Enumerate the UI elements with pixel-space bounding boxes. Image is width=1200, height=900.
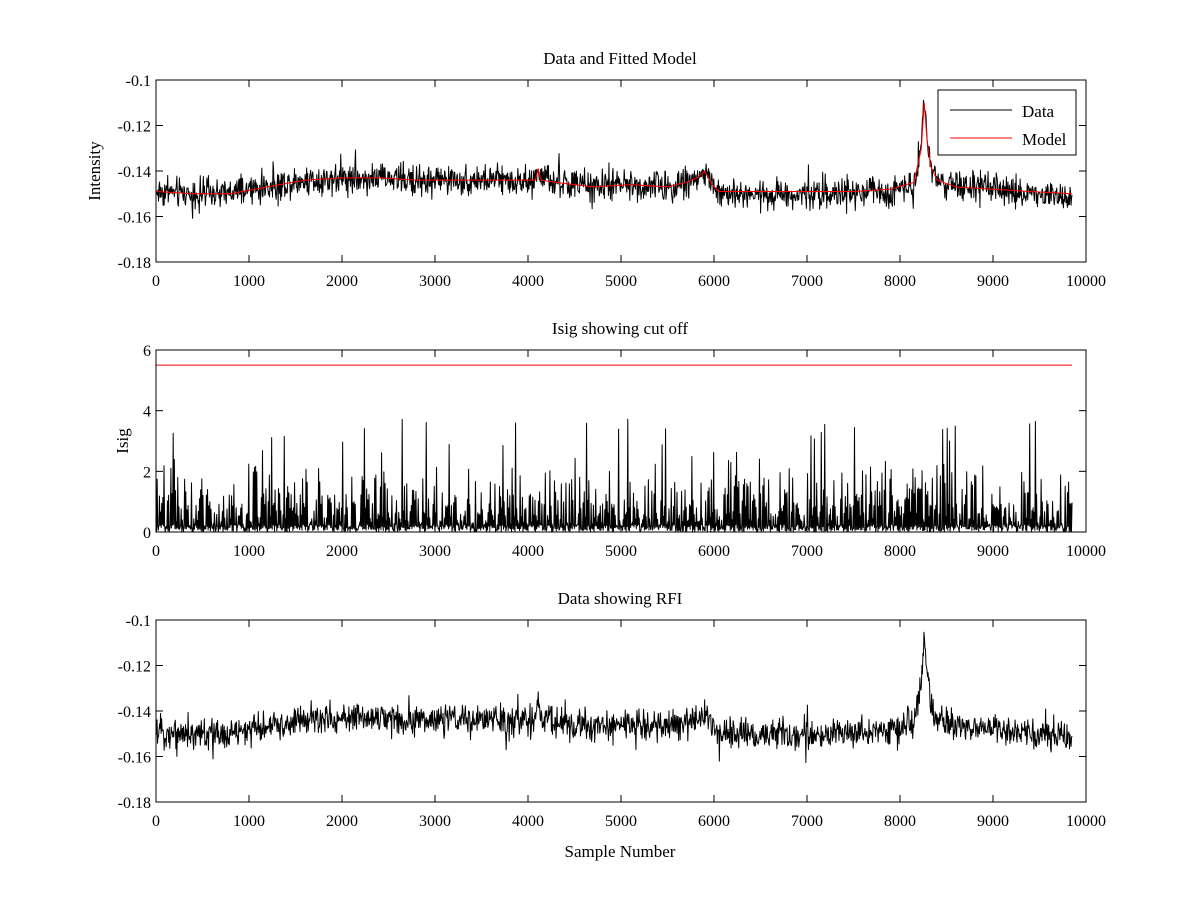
- y-tick-label: 0: [143, 525, 151, 542]
- x-tick-label: 4000: [512, 543, 544, 560]
- x-tick-label: 5000: [605, 543, 637, 560]
- y-tick-label: -0.18: [118, 795, 151, 812]
- x-axis-label: Sample Number: [565, 842, 676, 861]
- x-tick-label: 7000: [791, 813, 823, 830]
- y-tick-label: -0.18: [118, 255, 151, 272]
- x-tick-label: 3000: [419, 543, 451, 560]
- y-tick-label: -0.12: [118, 119, 151, 136]
- x-tick-label: 6000: [698, 543, 730, 560]
- x-tick-label: 10000: [1066, 543, 1106, 560]
- y-tick-label: 6: [143, 343, 151, 360]
- series-line-data: [156, 99, 1073, 219]
- y-tick-label: -0.16: [118, 750, 151, 767]
- y-tick-label: -0.16: [118, 210, 151, 227]
- x-tick-label: 9000: [977, 813, 1009, 830]
- y-tick-label: -0.1: [126, 613, 151, 630]
- y-tick-label: 2: [143, 464, 151, 481]
- x-tick-label: 10000: [1066, 273, 1106, 290]
- series-layer: [156, 631, 1073, 764]
- x-tick-label: 4000: [512, 273, 544, 290]
- x-tick-label: 8000: [884, 813, 916, 830]
- x-tick-label: 0: [152, 813, 160, 830]
- y-tick-label: 4: [143, 404, 151, 421]
- x-tick-label: 6000: [698, 813, 730, 830]
- y-tick-label: -0.1: [126, 73, 151, 90]
- series-layer: [156, 364, 1073, 532]
- series-line-model: [156, 102, 1073, 195]
- series-line-trace: [156, 631, 1073, 764]
- x-tick-label: 2000: [326, 813, 358, 830]
- y-tick-label: -0.14: [118, 164, 151, 181]
- x-tick-label: 9000: [977, 273, 1009, 290]
- subplot-data-showing-rfi: Data showing RFI Sample Number 0 1000 2000…: [118, 589, 1106, 861]
- x-tick-label: 2000: [326, 273, 358, 290]
- legend-box: [937, 89, 1077, 156]
- x-tick-label: 0: [152, 273, 160, 290]
- x-tick-label: 5000: [605, 813, 637, 830]
- subplot-title: Isig showing cut off: [552, 319, 688, 338]
- x-tick-label: 9000: [977, 543, 1009, 560]
- legend-label-model: Model: [1022, 130, 1067, 149]
- x-tick-label: 5000: [605, 273, 637, 290]
- x-tick-label: 7000: [791, 543, 823, 560]
- x-tick-label: 1000: [233, 273, 265, 290]
- subplot-isig-showing-cut-off: Isig showing cut off Isig 0 1000 2000 3000 4…: [113, 319, 1106, 560]
- x-tick-label: 10000: [1066, 813, 1106, 830]
- x-tick-label: 1000: [233, 543, 265, 560]
- x-tick-label: 7000: [791, 273, 823, 290]
- y-axis-label: Isig: [113, 428, 132, 454]
- x-tick-label: 1000: [233, 813, 265, 830]
- x-tick-label: 8000: [884, 543, 916, 560]
- x-tick-label: 6000: [698, 273, 730, 290]
- x-tick-label: 3000: [419, 273, 451, 290]
- series-layer: [156, 99, 1073, 219]
- y-axis-label: Intensity: [85, 141, 104, 201]
- y-tick-label: -0.12: [118, 659, 151, 676]
- subplot-data-and-fitted-model: Data and Fitted Model Intensity 0 1000 200…: [85, 49, 1106, 290]
- y-tick-label: -0.14: [118, 704, 151, 721]
- legend-label-data: Data: [1022, 102, 1055, 121]
- legend: Data Model: [937, 89, 1077, 156]
- x-tick-label: 2000: [326, 543, 358, 560]
- x-tick-label: 0: [152, 543, 160, 560]
- x-tick-label: 8000: [884, 273, 916, 290]
- x-tick-label: 3000: [419, 813, 451, 830]
- subplot-title: Data showing RFI: [558, 589, 683, 608]
- series-line-trace: [156, 418, 1073, 532]
- subplot-title: Data and Fitted Model: [543, 49, 697, 68]
- x-tick-label: 4000: [512, 813, 544, 830]
